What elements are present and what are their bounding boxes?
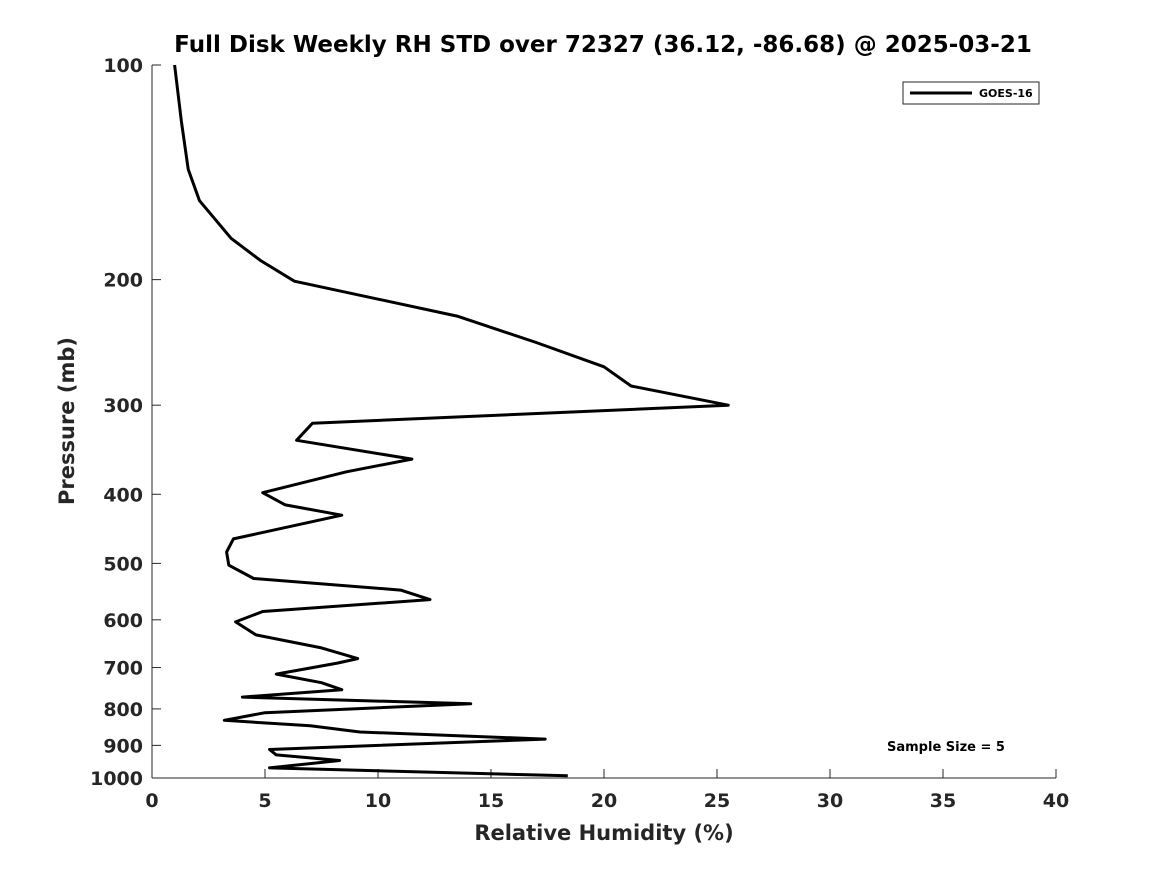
y-tick-label: 600 <box>103 610 143 632</box>
series-line-goes-16 <box>173 64 730 778</box>
axes: 0 5 10 15 20 25 30 35 40 100 200 300 400 500 600 700 800… <box>90 55 1069 812</box>
x-tick-label: 20 <box>591 790 617 812</box>
y-tick-label: 100 <box>103 55 143 77</box>
chart-title: Full Disk Weekly RH STD over 72327 (36.1… <box>174 32 1032 58</box>
x-tick-label: 0 <box>145 790 158 812</box>
x-axis-label: Relative Humidity (%) <box>474 821 733 845</box>
y-tick-label: 400 <box>103 484 143 506</box>
x-tick-label: 40 <box>1043 790 1069 812</box>
y-tick-label: 200 <box>103 270 143 292</box>
x-tick-label: 35 <box>930 790 956 812</box>
legend: GOES-16 <box>902 81 1040 105</box>
legend-label: GOES-16 <box>979 87 1033 100</box>
y-tick-label: 1000 <box>90 768 143 790</box>
x-tick-label: 15 <box>478 790 504 812</box>
x-tick-label: 10 <box>365 790 391 812</box>
y-tick-label: 300 <box>103 395 143 417</box>
y-tick-label: 800 <box>103 699 143 721</box>
x-tick-label: 30 <box>817 790 843 812</box>
y-tick-label: 900 <box>103 735 143 757</box>
series-layer <box>173 64 730 778</box>
y-axis-label: Pressure (mb) <box>55 337 79 505</box>
y-tick-label: 500 <box>103 553 143 575</box>
x-tick-label: 5 <box>258 790 271 812</box>
sample-size-annotation: Sample Size = 5 <box>887 740 1005 755</box>
x-tick-label: 25 <box>704 790 730 812</box>
y-tick-label: 700 <box>103 658 143 680</box>
